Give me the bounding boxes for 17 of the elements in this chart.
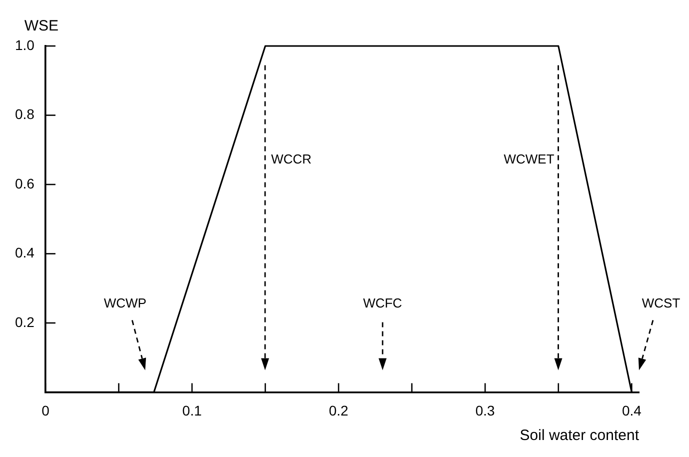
annotation: WCWP <box>104 296 146 311</box>
x-axis-title: Soil water content <box>520 427 640 444</box>
x-tick-label: 0 <box>42 402 50 418</box>
x-tick-label: 0.4 <box>622 402 642 418</box>
y-axis-title: WSE <box>24 18 59 35</box>
text: WCST <box>642 296 680 311</box>
annotation: WCFC <box>363 296 402 311</box>
y-tick-label: 1.0 <box>14 36 35 53</box>
x-tick-label: 0.2 <box>328 402 349 418</box>
y-tick-label: 0.2 <box>14 314 35 330</box>
y-tick-label: 0.6 <box>14 175 35 192</box>
y-tick-label: 0.4 <box>14 244 35 261</box>
annotation: WCCR <box>271 152 312 167</box>
annotation: WCWET <box>504 152 554 167</box>
x-tick-label: 0.1 <box>182 402 202 418</box>
x-tick-label: 0.3 <box>475 402 496 418</box>
y-tick-label: 0.8 <box>14 106 35 122</box>
